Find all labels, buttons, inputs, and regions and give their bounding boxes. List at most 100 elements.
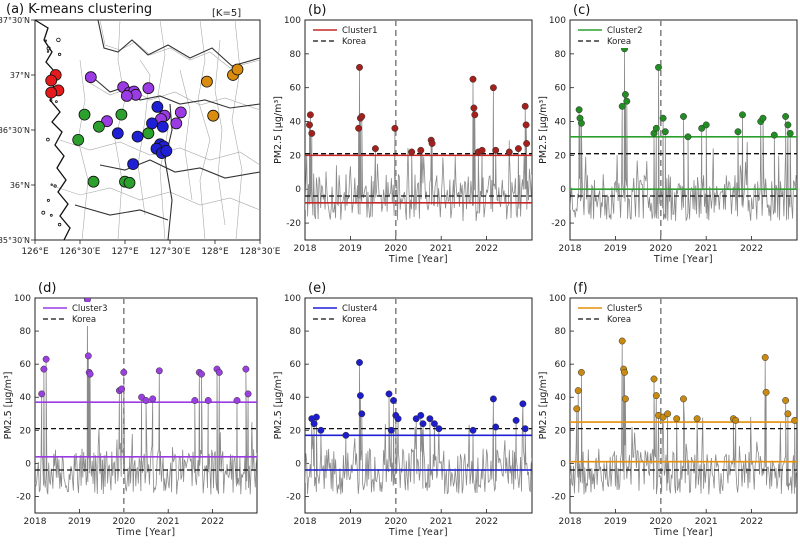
peak-point [577,119,585,127]
peak-point [621,91,629,98]
station-c4 [131,130,144,143]
island [49,99,53,102]
y-tick-label: 100 [284,294,301,304]
legend-korea-label: Korea [72,315,96,325]
y-tick-label: 80 [555,327,567,337]
peak-point [394,415,402,423]
island [57,52,62,57]
y-tick-label: 40 [290,118,302,128]
peak-point [417,411,425,419]
province-boundary [95,79,261,109]
peak-point [358,410,366,418]
peak-point [471,111,479,119]
peak-point [761,354,769,361]
peak-point [308,129,316,137]
x-tick-label: 2018 [24,517,47,527]
panel-d-title: (d) [38,281,56,296]
y-tick-label: 20 [555,151,567,161]
peak-point [618,337,626,345]
peak-point [621,395,629,403]
peak-point [435,425,443,433]
peak-point [142,397,150,404]
x-tick-label: 2020 [649,517,672,527]
peak-point [342,431,350,439]
peak-point [191,397,199,404]
y-tick-label: 100 [549,16,566,26]
admin-boundary [231,19,243,241]
peak-point [428,140,436,147]
map-y-ticks: 35°30′N 36°N 36°30′N 37°N 37°30′N [0,16,35,245]
panel-c-timeseries: (c) 2018 2019 2020 2021 2022 -20 0 20 40 60 80 100 Ti… [538,3,798,265]
y-tick-label: -20 [551,219,566,229]
peak-point [385,390,393,398]
y-tick-label: 40 [555,118,567,128]
peak-point [739,111,746,119]
map-y-tick-label: 35°30′N [0,236,30,245]
province-boundary [74,204,169,221]
peak-point [655,63,662,71]
y-tick-label: 0 [560,185,566,195]
panel-e-title: (e) [308,281,326,296]
peak-point [198,370,205,378]
y-axis-label: PM2.5 [μg/m³] [273,96,284,164]
plot-area [305,20,532,240]
peak-point [786,129,794,137]
peak-point [356,63,363,71]
station-c4 [151,101,164,113]
station-c3 [120,90,133,102]
peak-point [317,426,325,434]
peak-point [470,104,478,112]
panel-b-title: (b) [308,3,326,18]
legend-box [310,302,380,326]
x-tick-label: 2018 [294,244,317,254]
island [46,137,50,142]
plot-area [570,20,797,240]
station-c2 [78,108,91,121]
peak-point [782,113,790,120]
peak-point [391,124,399,132]
station-c2 [72,133,85,146]
peak-point [469,75,477,83]
admin-boundary [99,19,261,69]
peak-point [84,352,92,360]
y-tick-label: 80 [290,50,302,60]
legend-korea-label: Korea [607,315,631,325]
plot-area [305,298,532,513]
y-tick-label: 0 [25,459,31,469]
y-tick-label: 20 [290,151,302,161]
station-c4 [127,158,140,171]
y-tick-label: -20 [16,492,31,502]
peak-point [371,145,379,153]
x-tick-label: 2018 [559,517,582,527]
peak-point [242,365,250,373]
peak-point [577,368,585,376]
station-c5 [231,63,244,76]
province-boundary [97,19,261,67]
island [49,213,53,217]
x-tick-label: 2019 [68,517,91,527]
peak-point [759,114,767,122]
x-tick-label: 2021 [695,244,718,254]
station-c3 [142,82,155,95]
admin-boundary [214,39,226,226]
peak-point [680,113,687,120]
x-tick-label: 2020 [384,517,407,527]
peak-point [492,423,500,431]
station-c4 [160,144,173,157]
peak-point [426,415,434,423]
map-boundaries [34,19,261,241]
island [41,210,46,215]
pm25-series-line [570,48,797,222]
admin-boundary [137,59,151,216]
peak-point [521,425,529,433]
peak-point [86,370,94,378]
legend-korea-label: Korea [342,37,366,47]
island [46,50,50,53]
x-tick-label: 2018 [559,244,582,254]
peak-point [522,121,530,129]
x-axis-label: Time [Year] [388,254,448,265]
peak-point [149,395,157,403]
peak-point [469,426,477,434]
peak-point [784,410,792,418]
peak-point [770,131,778,139]
